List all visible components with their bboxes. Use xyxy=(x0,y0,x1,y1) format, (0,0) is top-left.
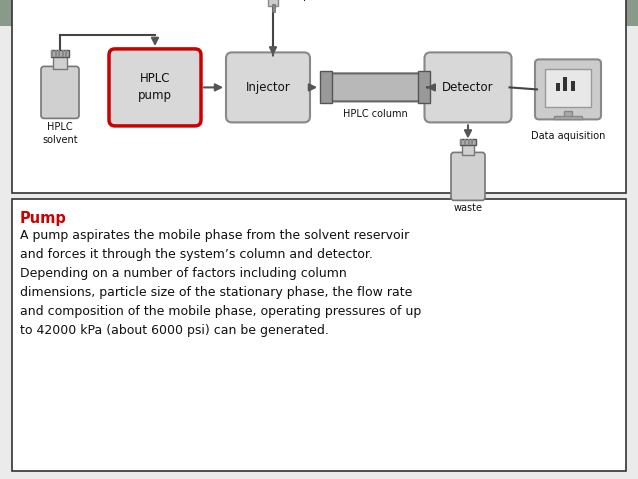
Text: HPLC column: HPLC column xyxy=(343,109,408,119)
Bar xyxy=(471,139,473,146)
Bar xyxy=(571,81,575,91)
FancyBboxPatch shape xyxy=(41,67,79,118)
Bar xyxy=(554,116,582,119)
Bar xyxy=(268,0,278,6)
Bar xyxy=(0,0,638,26)
Bar xyxy=(51,50,53,57)
Bar xyxy=(460,139,462,146)
Bar xyxy=(418,71,430,103)
Bar xyxy=(12,0,626,193)
Bar xyxy=(53,56,67,69)
Bar xyxy=(51,50,69,57)
Bar xyxy=(460,139,476,146)
Bar xyxy=(563,78,567,91)
Bar xyxy=(12,199,626,471)
FancyBboxPatch shape xyxy=(109,49,201,126)
FancyBboxPatch shape xyxy=(226,52,310,123)
Text: sample: sample xyxy=(281,0,319,1)
FancyBboxPatch shape xyxy=(424,52,512,123)
Text: Pump: Pump xyxy=(20,211,67,226)
Bar xyxy=(58,50,60,57)
Text: Injector: Injector xyxy=(246,81,290,94)
Bar xyxy=(556,83,560,91)
Bar xyxy=(65,50,67,57)
Text: and composition of the mobile phase, operating pressures of up: and composition of the mobile phase, ope… xyxy=(20,305,421,318)
Bar xyxy=(564,112,572,117)
FancyBboxPatch shape xyxy=(451,152,485,200)
Text: A pump aspirates the mobile phase from the solvent reservoir: A pump aspirates the mobile phase from t… xyxy=(20,229,409,242)
Bar xyxy=(54,50,57,57)
Bar xyxy=(272,4,274,12)
Text: Detector: Detector xyxy=(442,81,494,94)
FancyBboxPatch shape xyxy=(328,73,422,102)
Bar xyxy=(320,71,332,103)
Bar xyxy=(61,50,64,57)
Text: dimensions, particle size of the stationary phase, the flow rate: dimensions, particle size of the station… xyxy=(20,286,412,299)
Text: Depending on a number of factors including column: Depending on a number of factors includi… xyxy=(20,267,346,280)
Text: and forces it through the system’s column and detector.: and forces it through the system’s colum… xyxy=(20,248,373,261)
Bar xyxy=(462,143,474,155)
Text: Data aquisition: Data aquisition xyxy=(531,131,605,141)
Bar xyxy=(468,139,470,146)
Text: waste: waste xyxy=(454,204,482,214)
FancyBboxPatch shape xyxy=(535,59,601,119)
Bar xyxy=(464,139,466,146)
Text: HPLC
solvent: HPLC solvent xyxy=(42,123,78,145)
Bar xyxy=(545,69,591,107)
Text: HPLC
pump: HPLC pump xyxy=(138,72,172,103)
Text: to 42000 kPa (about 6000 psi) can be generated.: to 42000 kPa (about 6000 psi) can be gen… xyxy=(20,324,329,337)
